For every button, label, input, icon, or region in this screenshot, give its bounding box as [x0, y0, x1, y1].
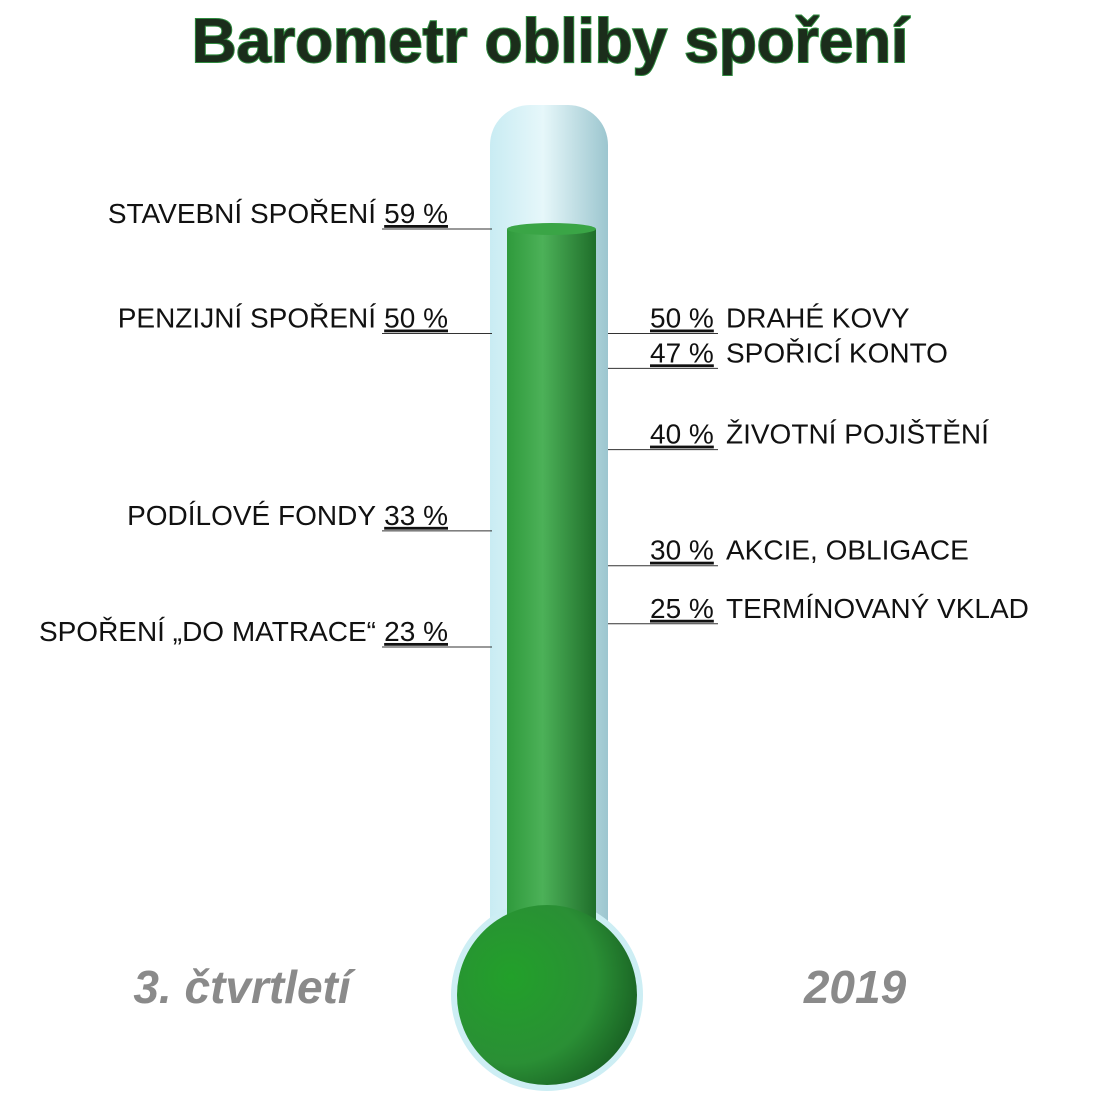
chart-title: Barometr obliby spoření [192, 7, 910, 76]
value-label: 50 % [384, 303, 448, 334]
value-label: 23 % [384, 616, 448, 647]
category-label: PENZIJNÍ SPOŘENÍ [118, 303, 376, 334]
category-label: TERMÍNOVANÝ VKLAD [726, 593, 1029, 624]
value-label: 33 % [384, 500, 448, 531]
category-label: PODÍLOVÉ FONDY [127, 500, 376, 531]
category-label: STAVEBNÍ SPOŘENÍ [108, 198, 376, 229]
value-label: 59 % [384, 198, 448, 229]
value-label: 30 % [650, 535, 714, 566]
category-label: AKCIE, OBLIGACE [726, 535, 969, 566]
value-label: 47 % [650, 337, 714, 368]
category-label: DRAHÉ KOVY [726, 303, 910, 334]
fill-top [507, 223, 596, 236]
thermometer-fill [507, 229, 596, 940]
value-label: 40 % [650, 419, 714, 450]
category-label: ŽIVOTNÍ POJIŠTĚNÍ [726, 419, 989, 450]
category-label: SPOŘICÍ KONTO [726, 337, 948, 368]
footer-right: 2019 [803, 961, 907, 1013]
footer-left: 3. čtvrtletí [133, 961, 356, 1013]
value-label: 25 % [650, 593, 714, 624]
value-label: 50 % [650, 303, 714, 334]
thermometer-bulb [457, 905, 637, 1085]
category-label: SPOŘENÍ „DO MATRACE“ [39, 616, 376, 647]
